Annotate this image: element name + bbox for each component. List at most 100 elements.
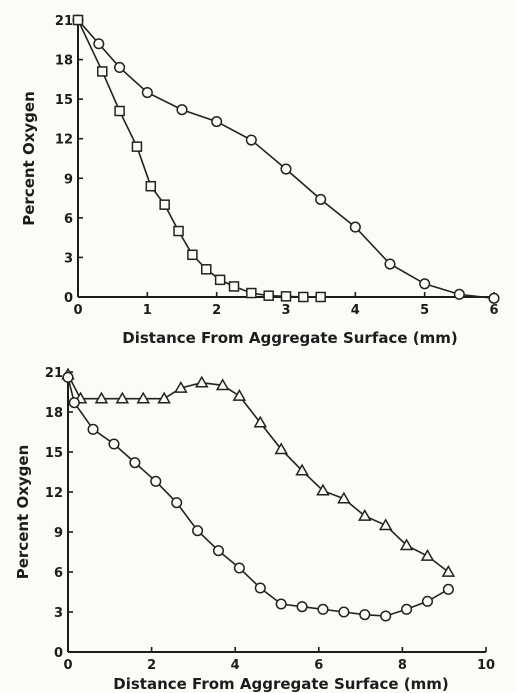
data-point-circle <box>349 221 361 233</box>
y-axis-title: Percent Oxygen <box>20 91 38 226</box>
data-point-triangle <box>194 375 209 388</box>
data-point-triangle <box>357 508 372 521</box>
x-tick-label: 4 <box>351 303 360 318</box>
data-point-circle <box>280 163 292 175</box>
data-point-square <box>97 66 108 77</box>
data-point-circle <box>129 457 141 469</box>
data-point-square <box>201 264 212 275</box>
data-point-triangle <box>316 483 330 496</box>
data-point-circle <box>150 475 162 487</box>
series-line <box>77 19 495 300</box>
data-point-circle <box>419 278 431 290</box>
data-point-circle <box>488 292 500 304</box>
data-point-circle <box>317 603 329 615</box>
data-point-circle <box>296 601 308 613</box>
data-point-square <box>246 287 257 299</box>
data-point-square <box>263 290 274 301</box>
data-point-triangle <box>215 378 230 391</box>
data-point-circle <box>384 258 396 270</box>
data-point-circle <box>380 610 392 622</box>
series-circle <box>72 14 500 304</box>
data-point-circle <box>212 545 225 557</box>
data-point-circle <box>338 606 350 618</box>
data-point-circle <box>211 116 223 128</box>
y-tick-label: 18 <box>55 54 73 69</box>
data-point-circle <box>141 86 153 99</box>
data-point-circle <box>93 38 105 50</box>
data-point-triangle <box>441 564 456 577</box>
data-point-circle <box>442 583 454 595</box>
data-point-circle <box>62 371 74 383</box>
data-point-triangle <box>274 442 288 455</box>
data-point-circle <box>359 609 371 621</box>
y-tick-label: 15 <box>55 93 73 108</box>
data-point-triangle <box>157 391 171 404</box>
data-point-square <box>228 281 240 292</box>
x-axis-title: Distance From Aggregate Surface (mm) <box>113 675 449 693</box>
data-point-circle <box>87 423 99 435</box>
y-tick-label: 3 <box>64 251 73 266</box>
x-tick-label: 6 <box>489 303 498 318</box>
data-point-square <box>280 291 292 302</box>
x-tick-label: 1 <box>143 303 152 318</box>
y-tick-label: 0 <box>54 646 63 661</box>
data-point-circle <box>254 582 266 594</box>
y-tick-label: 12 <box>45 486 63 501</box>
y-tick-label: 3 <box>54 606 63 621</box>
y-tick-label: 6 <box>54 566 63 581</box>
data-point-triangle <box>253 415 268 428</box>
y-tick-label: 6 <box>64 212 73 227</box>
data-point-circle <box>275 598 287 610</box>
series-line <box>77 19 321 298</box>
y-tick-label: 9 <box>64 172 73 187</box>
series-line <box>67 377 449 617</box>
x-tick-label: 0 <box>73 303 82 318</box>
y-tick-label: 21 <box>45 366 63 381</box>
x-tick-label: 2 <box>212 303 221 318</box>
data-point-square <box>315 291 326 303</box>
x-axis-title: Distance From Aggregate Surface (mm) <box>122 329 458 347</box>
data-point-circle <box>245 134 257 146</box>
y-tick-label: 12 <box>55 133 73 148</box>
data-point-circle <box>114 61 126 74</box>
data-point-circle <box>171 497 183 509</box>
data-point-square <box>173 225 184 237</box>
data-point-triangle <box>420 548 435 561</box>
data-point-circle <box>108 438 120 450</box>
y-tick-label: 9 <box>54 526 63 541</box>
data-point-circle <box>233 562 245 574</box>
chart-oxygen-0-10mm: 0 3 6 9 12 15 18 21 0 2 4 6 8 10 Distance From Aggrega… <box>14 366 495 693</box>
data-point-circle <box>453 288 465 300</box>
x-tick-label: 8 <box>398 658 407 673</box>
x-tick-label: 0 <box>63 658 72 673</box>
data-point-circle <box>68 397 80 409</box>
x-tick-label: 2 <box>147 658 156 673</box>
x-tick-label: 5 <box>420 303 429 318</box>
data-point-square <box>72 14 84 26</box>
data-point-square <box>114 105 125 117</box>
data-point-circle <box>421 595 434 607</box>
data-point-circle <box>401 603 413 615</box>
x-tick-label: 10 <box>477 658 495 673</box>
series-triangle <box>61 367 456 577</box>
data-point-square <box>187 249 198 261</box>
data-point-square <box>159 199 170 210</box>
series-square <box>72 14 326 303</box>
data-point-triangle <box>232 388 247 401</box>
data-point-triangle <box>174 380 188 393</box>
x-tick-label: 6 <box>314 658 323 673</box>
data-point-triangle <box>378 518 393 531</box>
data-point-square <box>145 180 157 192</box>
x-tick-label: 4 <box>231 658 240 673</box>
data-point-triangle <box>136 391 151 404</box>
data-point-triangle <box>337 491 351 504</box>
data-point-circle <box>176 104 188 116</box>
series-circle <box>62 371 454 622</box>
data-point-square <box>298 291 309 303</box>
y-tick-label: 15 <box>45 446 63 461</box>
data-point-circle <box>315 193 327 205</box>
y-axis-title: Percent Oxygen <box>14 445 32 580</box>
data-point-square <box>214 274 226 286</box>
